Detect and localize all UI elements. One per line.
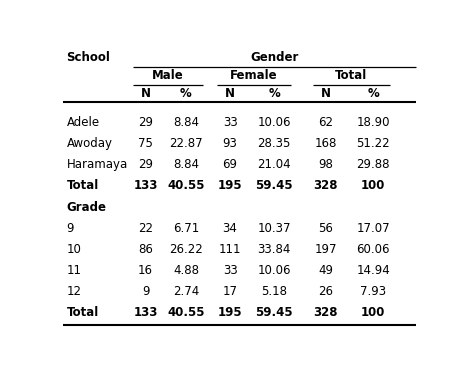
Text: 60.06: 60.06 xyxy=(356,243,390,256)
Text: 17.07: 17.07 xyxy=(356,222,390,235)
Text: 5.18: 5.18 xyxy=(261,285,287,298)
Text: 2.74: 2.74 xyxy=(173,285,199,298)
Text: 29.88: 29.88 xyxy=(356,158,390,171)
Text: 22: 22 xyxy=(138,222,153,235)
Text: 100: 100 xyxy=(361,306,385,319)
Text: 11: 11 xyxy=(66,264,82,277)
Text: Female: Female xyxy=(230,69,278,82)
Text: 195: 195 xyxy=(218,179,242,192)
Text: 69: 69 xyxy=(223,158,237,171)
Text: 14.94: 14.94 xyxy=(356,264,390,277)
Text: Awoday: Awoday xyxy=(66,137,113,150)
Text: Total: Total xyxy=(66,179,99,192)
Text: 100: 100 xyxy=(361,179,385,192)
Text: 34: 34 xyxy=(223,222,237,235)
Text: 28.35: 28.35 xyxy=(257,137,291,150)
Text: %: % xyxy=(180,87,192,100)
Text: Total: Total xyxy=(66,306,99,319)
Text: N: N xyxy=(225,87,235,100)
Text: 16: 16 xyxy=(138,264,153,277)
Text: 195: 195 xyxy=(218,306,242,319)
Text: 8.84: 8.84 xyxy=(173,116,199,129)
Text: 8.84: 8.84 xyxy=(173,158,199,171)
Text: 59.45: 59.45 xyxy=(255,306,293,319)
Text: 51.22: 51.22 xyxy=(356,137,390,150)
Text: 29: 29 xyxy=(138,116,153,129)
Text: 6.71: 6.71 xyxy=(173,222,199,235)
Text: %: % xyxy=(268,87,280,100)
Text: 4.88: 4.88 xyxy=(173,264,199,277)
Text: 168: 168 xyxy=(314,137,337,150)
Text: 10.06: 10.06 xyxy=(257,116,291,129)
Text: 40.55: 40.55 xyxy=(167,179,205,192)
Text: 133: 133 xyxy=(133,179,158,192)
Text: 9: 9 xyxy=(142,285,149,298)
Text: 10.37: 10.37 xyxy=(257,222,291,235)
Text: 33: 33 xyxy=(223,116,237,129)
Text: 197: 197 xyxy=(314,243,337,256)
Text: 10: 10 xyxy=(66,243,82,256)
Text: 98: 98 xyxy=(318,158,333,171)
Text: 18.90: 18.90 xyxy=(356,116,390,129)
Text: 49: 49 xyxy=(318,264,333,277)
Text: 56: 56 xyxy=(318,222,333,235)
Text: 86: 86 xyxy=(138,243,153,256)
Text: Gender: Gender xyxy=(250,51,298,63)
Text: 7.93: 7.93 xyxy=(360,285,386,298)
Text: Grade: Grade xyxy=(66,200,107,214)
Text: 59.45: 59.45 xyxy=(255,179,293,192)
Text: 328: 328 xyxy=(313,179,338,192)
Text: School: School xyxy=(66,51,110,63)
Text: 17: 17 xyxy=(223,285,237,298)
Text: Total: Total xyxy=(335,69,367,82)
Text: Male: Male xyxy=(152,69,183,82)
Text: Adele: Adele xyxy=(66,116,100,129)
Text: 33: 33 xyxy=(223,264,237,277)
Text: 12: 12 xyxy=(66,285,82,298)
Text: Haramaya: Haramaya xyxy=(66,158,128,171)
Text: 10.06: 10.06 xyxy=(257,264,291,277)
Text: 133: 133 xyxy=(133,306,158,319)
Text: 22.87: 22.87 xyxy=(169,137,203,150)
Text: 26: 26 xyxy=(318,285,333,298)
Text: 111: 111 xyxy=(219,243,241,256)
Text: 62: 62 xyxy=(318,116,333,129)
Text: N: N xyxy=(320,87,330,100)
Text: %: % xyxy=(367,87,379,100)
Text: 26.22: 26.22 xyxy=(169,243,203,256)
Text: 328: 328 xyxy=(313,306,338,319)
Text: 40.55: 40.55 xyxy=(167,306,205,319)
Text: N: N xyxy=(141,87,151,100)
Text: 29: 29 xyxy=(138,158,153,171)
Text: 9: 9 xyxy=(66,222,74,235)
Text: 21.04: 21.04 xyxy=(257,158,291,171)
Text: 75: 75 xyxy=(138,137,153,150)
Text: 93: 93 xyxy=(223,137,237,150)
Text: 33.84: 33.84 xyxy=(257,243,291,256)
